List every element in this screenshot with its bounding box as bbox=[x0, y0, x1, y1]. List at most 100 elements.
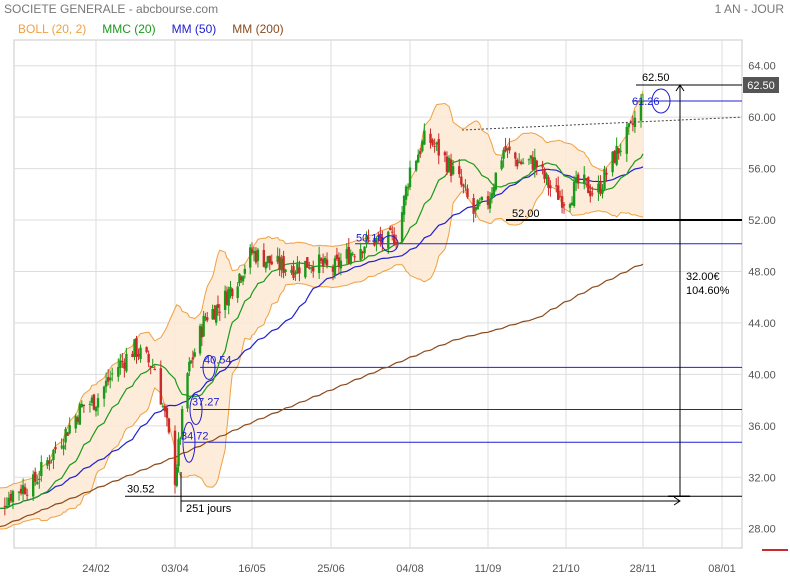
y-tick-label: 56.00 bbox=[748, 164, 776, 176]
candle-body bbox=[393, 234, 396, 245]
candle-body bbox=[351, 253, 354, 255]
candle-body bbox=[521, 162, 525, 164]
candle-body bbox=[252, 250, 256, 254]
candle-body bbox=[375, 237, 378, 245]
candle-body bbox=[149, 366, 152, 368]
x-tick-label: 03/04 bbox=[161, 563, 189, 575]
moving-averages bbox=[0, 153, 644, 528]
candle-body bbox=[80, 403, 84, 407]
candle-body bbox=[268, 255, 271, 264]
candle-body bbox=[262, 250, 266, 267]
candle-body bbox=[337, 257, 341, 267]
candle-body bbox=[52, 449, 55, 461]
candle-body bbox=[408, 167, 412, 188]
candle-body bbox=[60, 446, 63, 448]
duration-label: 251 jours bbox=[186, 503, 232, 515]
level-label: 37.27 bbox=[192, 396, 220, 408]
candle-body bbox=[223, 290, 227, 310]
legend-mm200[interactable]: MM (200) bbox=[232, 22, 284, 36]
candle-body bbox=[639, 101, 643, 121]
candle-body bbox=[131, 353, 134, 357]
candle-body bbox=[256, 249, 260, 261]
candle-body bbox=[601, 188, 604, 194]
candle-body bbox=[137, 353, 140, 357]
annotation-circle bbox=[651, 88, 671, 114]
candle-body bbox=[562, 204, 566, 206]
candle-body bbox=[568, 204, 572, 208]
candle-body bbox=[377, 235, 380, 237]
mm200-line bbox=[0, 263, 644, 528]
candle-body bbox=[603, 169, 606, 190]
candle-body bbox=[574, 177, 578, 183]
legend-mmc20[interactable]: MMC (20) bbox=[102, 22, 156, 36]
candle-body bbox=[480, 197, 484, 201]
candle-body bbox=[317, 254, 321, 273]
candle-body bbox=[125, 353, 128, 372]
candle-body bbox=[161, 405, 165, 407]
candle-body bbox=[486, 196, 490, 206]
candle-body bbox=[535, 160, 538, 167]
candle-body bbox=[447, 157, 451, 172]
candle-body bbox=[490, 193, 494, 199]
candle-body bbox=[5, 505, 9, 508]
candle-body bbox=[66, 432, 69, 436]
candle-body bbox=[451, 166, 455, 175]
candle-body bbox=[139, 347, 142, 360]
level-label: 30.52 bbox=[127, 483, 155, 495]
candle-body bbox=[365, 234, 368, 244]
candle-body bbox=[270, 261, 273, 265]
candle-body bbox=[117, 367, 120, 377]
candle-body bbox=[243, 268, 247, 274]
candle-body bbox=[74, 416, 77, 429]
candle-body bbox=[488, 198, 492, 209]
candle-body bbox=[560, 196, 564, 208]
candle-body bbox=[106, 377, 110, 382]
candle-body bbox=[308, 267, 311, 269]
candle-body bbox=[310, 267, 313, 269]
candle-body bbox=[462, 184, 465, 187]
candle-body bbox=[502, 149, 505, 159]
candle-body bbox=[241, 276, 245, 282]
candle-body bbox=[54, 446, 57, 450]
candle-body bbox=[402, 195, 406, 215]
candle-body bbox=[613, 150, 616, 163]
y-tick-label: 60.00 bbox=[748, 112, 776, 124]
candle-body bbox=[9, 493, 13, 501]
candle-body bbox=[353, 256, 356, 258]
candle-body bbox=[549, 185, 552, 189]
candle-body bbox=[278, 256, 281, 270]
period-selector[interactable]: 1 AN - JOUR bbox=[714, 2, 784, 16]
legend-boll[interactable]: BOLL (20, 2) bbox=[18, 22, 87, 36]
candle-body bbox=[175, 467, 178, 486]
candle-body bbox=[572, 181, 576, 207]
range-pct-label: 104.60% bbox=[686, 285, 730, 297]
candle-body bbox=[290, 269, 293, 273]
legend: BOLL (20, 2) MMC (20) MM (50) MM (200) bbox=[18, 22, 284, 36]
candle-body bbox=[545, 173, 548, 179]
candle-body bbox=[458, 166, 461, 175]
candle-body bbox=[421, 141, 424, 152]
candle-body bbox=[294, 272, 297, 275]
candle-body bbox=[516, 159, 519, 167]
candle-body bbox=[597, 183, 600, 193]
legend-mm50[interactable]: MM (50) bbox=[171, 22, 217, 36]
candle-body bbox=[133, 339, 136, 357]
candle-body bbox=[254, 250, 258, 263]
candle-body bbox=[333, 258, 337, 276]
candle-body bbox=[627, 123, 631, 128]
annotation-circle bbox=[189, 393, 203, 425]
candle-body bbox=[165, 407, 169, 418]
candlesticks bbox=[3, 93, 645, 516]
candle-body bbox=[394, 241, 398, 243]
plot-area bbox=[13, 39, 743, 549]
price-tag-bg bbox=[743, 77, 779, 94]
candle-body bbox=[570, 202, 574, 206]
candle-body bbox=[557, 185, 560, 200]
candle-body bbox=[7, 497, 11, 506]
candle-body bbox=[349, 252, 352, 264]
candle-body bbox=[599, 181, 602, 195]
candle-body bbox=[282, 256, 285, 273]
candle-body bbox=[180, 408, 184, 437]
candle-body bbox=[179, 437, 182, 439]
